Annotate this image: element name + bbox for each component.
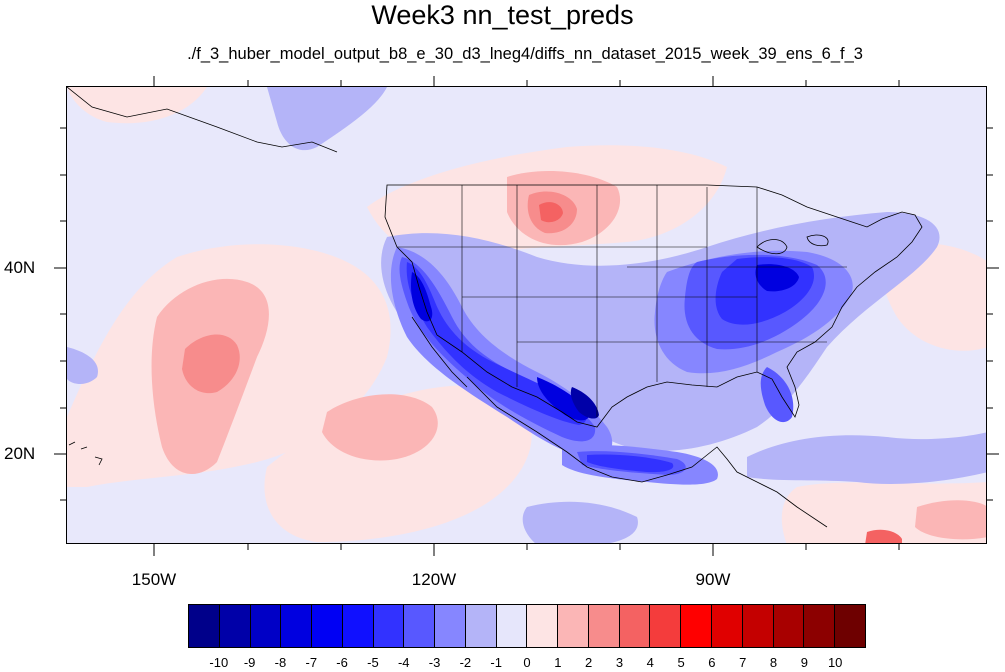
colorbar-swatch: [619, 605, 651, 647]
hawaii: [68, 441, 103, 466]
colorbar-swatch: [681, 605, 713, 647]
plot-title: Week3 nn_test_preds: [371, 0, 634, 30]
y-label-20n: 20N: [4, 444, 36, 463]
x-label-120w: 120W: [411, 570, 457, 589]
x-label-150w: 150W: [131, 570, 177, 589]
colorbar-swatch: [465, 605, 497, 647]
colorbar-label: -1: [490, 655, 502, 670]
colorbar-label: 3: [615, 655, 624, 670]
colorbar-swatch: [219, 605, 251, 647]
colorbar-label: -10: [209, 655, 229, 670]
colorbar-swatch: [527, 605, 559, 647]
y-label-40n: 40N: [4, 258, 36, 277]
colorbar-swatch: [250, 605, 282, 647]
plot-subtitle: ./f_3_huber_model_output_b8_e_30_d3_lneg…: [187, 45, 863, 63]
colorbar-label: -6: [336, 655, 348, 670]
colorbar-label: -5: [367, 655, 379, 670]
x-label-90w: 90W: [695, 570, 731, 589]
state-boundaries: [397, 185, 847, 417]
colorbar-label: 7: [739, 655, 747, 670]
colorbar-label: 2: [585, 655, 593, 670]
colorbar-label: 4: [646, 655, 654, 670]
colorbar-swatch: [281, 605, 313, 647]
colorbar-label: 5: [677, 655, 685, 670]
coastline: [384, 184, 923, 428]
anomaly-minus-6: [411, 264, 799, 421]
coastline-alaska: [67, 87, 338, 153]
colorbar-swatch: [312, 605, 343, 647]
colorbar-label: -3: [428, 655, 441, 670]
colorbar-swatch: [804, 605, 836, 647]
colorbar-label: -2: [459, 655, 472, 670]
map-field: [67, 87, 986, 543]
colorbar-swatch: [342, 605, 374, 647]
colorbar-swatch: [742, 605, 774, 647]
coastline-mexico: [466, 376, 828, 528]
colorbar-label: 10: [827, 655, 843, 670]
colorbar-swatch: [712, 605, 743, 647]
colorbar: [188, 604, 866, 648]
colorbar-swatch: [496, 605, 528, 647]
colorbar-label: -8: [274, 655, 287, 670]
colorbar-swatch: [650, 605, 682, 647]
colorbar-label: -7: [305, 655, 318, 670]
colorbar-swatch: [588, 605, 620, 647]
colorbar-swatch: [773, 605, 805, 647]
colorbar-swatch: [373, 605, 405, 647]
colorbar-swatch: [404, 605, 436, 647]
map-panel: [66, 86, 987, 544]
colorbar-label: 9: [800, 655, 808, 670]
colorbar-label: 8: [769, 655, 778, 670]
anomaly-minus-8: [570, 387, 599, 419]
colorbar-label: 6: [708, 655, 716, 670]
great-lakes: [756, 234, 829, 255]
colorbar-swatch: [435, 605, 466, 647]
colorbar-label: 0: [523, 655, 531, 670]
colorbar-label: -4: [397, 655, 410, 670]
colorbar-swatch: [558, 605, 589, 647]
anomaly-plus-3: [539, 202, 902, 543]
colorbar-label: 1: [554, 655, 562, 670]
colorbar-swatch: [835, 605, 865, 647]
colorbar-swatch: [189, 605, 220, 647]
coastline-baja: [411, 316, 468, 388]
colorbar-label: -9: [243, 655, 256, 670]
